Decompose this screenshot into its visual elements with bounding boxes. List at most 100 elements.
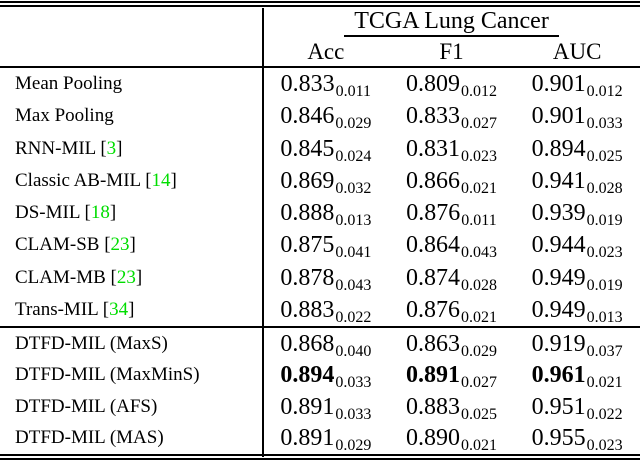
- value-cell-auc: 0.955 0.023: [514, 426, 640, 454]
- citation-number: 34: [109, 298, 129, 320]
- method-cell: Classic AB-MIL [14]: [0, 170, 263, 192]
- citation-open-bracket: [: [105, 266, 117, 288]
- value-cell-acc: 0.845 0.024: [263, 135, 389, 165]
- value-cell-f1: 0.809 0.012: [389, 72, 515, 100]
- value-main: 0.831: [406, 135, 460, 162]
- value-cell-acc: 0.878 0.043: [263, 266, 389, 294]
- value-subscript: 0.029: [461, 342, 497, 360]
- citation-open-bracket: [: [98, 298, 110, 320]
- value-subscript: 0.033: [335, 374, 372, 392]
- value-main: 0.845: [280, 135, 335, 162]
- value-subscript: 0.032: [335, 179, 372, 197]
- value-subscript: 0.029: [335, 115, 372, 133]
- method-cell: RNN-MIL [3]: [0, 138, 263, 160]
- value-subscript: 0.028: [461, 276, 497, 294]
- value-main: 0.891: [280, 393, 335, 420]
- citation-close-bracket: ]: [135, 266, 143, 288]
- value-cell-auc: 0.951 0.022: [514, 395, 640, 423]
- citation-open-bracket: [: [99, 234, 111, 256]
- citation-number: 18: [90, 202, 110, 224]
- value-cell-f1: 0.891 0.027: [389, 363, 515, 391]
- value-cell-auc: 0.949 0.019: [514, 266, 640, 294]
- citation-close-bracket: ]: [170, 169, 177, 191]
- value-main: 0.891: [280, 425, 335, 452]
- method-name: Trans-MIL: [15, 298, 99, 320]
- row-values: 0.878 0.043 0.874 0.028 0.949 0.019: [263, 266, 640, 294]
- citation-ref: [23]: [99, 234, 136, 256]
- value-cell-acc: 0.891 0.033: [263, 393, 389, 423]
- table-row: Max Pooling 0.846 0.029 0.833 0.027 0.901 0…: [0, 100, 640, 132]
- table-row: DTFD-MIL (MaxS) 0.868 0.040 0.863 0.029 0.…: [0, 328, 640, 360]
- value-cell-auc: 0.939 0.019: [514, 201, 640, 229]
- value-subscript: 0.043: [335, 276, 372, 294]
- value-main: 0.888: [280, 200, 335, 227]
- citation-number: 23: [110, 234, 130, 256]
- method-cell: DTFD-MIL (MAS): [0, 427, 263, 449]
- column-header-auc: AUC: [552, 39, 602, 64]
- row-values: 0.868 0.040 0.863 0.029 0.919 0.037: [263, 330, 640, 360]
- value-cell-f1: 0.863 0.029: [389, 332, 515, 360]
- column-separator-line: [262, 8, 264, 457]
- citation-ref: [23]: [105, 266, 143, 288]
- value-subscript: 0.013: [335, 212, 372, 230]
- table-row: RNN-MIL [3] 0.845 0.024 0.831 0.023 0.894 0…: [0, 133, 640, 165]
- value-cell-auc: 0.961 0.021: [514, 362, 640, 391]
- citation-ref: [18]: [80, 202, 117, 224]
- value-subscript: 0.021: [461, 437, 497, 455]
- method-name: CLAM-MB: [15, 266, 106, 288]
- value-cell-auc: 0.949 0.013: [514, 296, 640, 326]
- value-subscript: 0.012: [461, 83, 497, 101]
- value-main: 0.961: [531, 362, 586, 389]
- value-main: 0.876: [406, 200, 461, 227]
- value-cell-f1: 0.874 0.028: [389, 266, 515, 294]
- method-cell: Trans-MIL [34]: [0, 299, 263, 321]
- value-cell-f1: 0.876 0.021: [389, 298, 515, 326]
- method-cell: DTFD-MIL (MaxMinS): [0, 364, 263, 386]
- value-cell-f1: 0.831 0.023: [389, 135, 515, 165]
- value-subscript: 0.012: [586, 83, 623, 101]
- group-header-wrap: TCGA Lung Cancer: [263, 8, 640, 37]
- method-name: DTFD-MIL (AFS): [15, 395, 158, 417]
- rule-line: [0, 454, 640, 456]
- value-main: 0.901: [531, 71, 586, 98]
- table-section-baselines: Mean Pooling 0.833 0.011 0.809 0.012 0.901…: [0, 68, 640, 326]
- column-headers: Acc F1 AUC: [263, 39, 640, 65]
- value-subscript: 0.013: [586, 308, 623, 326]
- citation-close-bracket: ]: [128, 298, 135, 320]
- table-top-double-rule: [0, 1, 640, 7]
- citation-ref: [14]: [140, 169, 177, 191]
- table-row: Mean Pooling 0.833 0.011 0.809 0.012 0.901…: [0, 68, 640, 100]
- value-cell-auc: 0.919 0.037: [514, 330, 640, 360]
- value-cell-f1: 0.876 0.011: [389, 200, 515, 229]
- value-subscript: 0.027: [461, 374, 497, 392]
- value-subscript: 0.011: [461, 212, 497, 230]
- value-main: 0.846: [280, 103, 335, 130]
- column-header-f1: F1: [439, 39, 464, 64]
- value-cell-acc: 0.888 0.013: [263, 200, 389, 229]
- citation-close-bracket: ]: [109, 202, 117, 224]
- group-header-title: TCGA Lung Cancer: [344, 8, 559, 37]
- value-subscript: 0.033: [335, 405, 372, 423]
- value-main: 0.894: [531, 135, 586, 162]
- table-row: CLAM-SB [23] 0.875 0.041 0.864 0.043 0.944…: [0, 229, 640, 261]
- value-subscript: 0.033: [586, 115, 623, 133]
- value-subscript: 0.025: [586, 147, 623, 165]
- value-main: 0.868: [280, 330, 335, 357]
- method-cell: DTFD-MIL (AFS): [0, 396, 263, 418]
- value-main: 0.949: [531, 296, 586, 323]
- value-main: 0.919: [531, 330, 586, 357]
- value-cell-acc: 0.833 0.011: [263, 72, 389, 100]
- value-cell-acc: 0.875 0.041: [263, 233, 389, 261]
- value-subscript: 0.019: [586, 276, 623, 294]
- method-name: DTFD-MIL (MaxMinS): [15, 364, 200, 386]
- value-cell-auc: 0.894 0.025: [514, 135, 640, 165]
- citation-ref: [34]: [98, 298, 135, 320]
- value-subscript: 0.023: [461, 147, 497, 165]
- value-cell-acc: 0.891 0.029: [263, 425, 389, 454]
- value-subscript: 0.029: [335, 437, 372, 455]
- value-cell-f1: 0.864 0.043: [389, 233, 515, 261]
- row-values: 0.869 0.032 0.866 0.021 0.941 0.028: [263, 169, 640, 197]
- row-values: 0.883 0.022 0.876 0.021 0.949 0.013: [263, 296, 640, 326]
- value-subscript: 0.037: [586, 342, 623, 360]
